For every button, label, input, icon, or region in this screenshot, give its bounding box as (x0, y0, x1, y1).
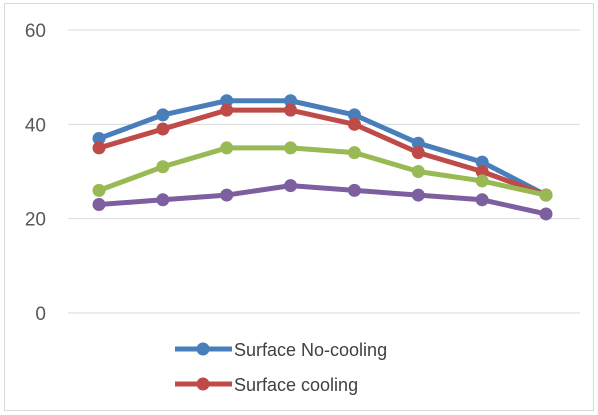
legend-label-1: Surface No-cooling (234, 340, 387, 360)
y-tick-label-0: 0 (35, 304, 46, 325)
series-2-point-5 (347, 117, 361, 131)
series-1-line (96, 98, 549, 198)
series-4-point-1 (92, 198, 106, 212)
legend-swatch-marker-1 (196, 342, 210, 356)
series-1-point-6 (411, 136, 425, 150)
series-1-point-7 (475, 155, 489, 169)
series-3-point-6 (411, 165, 425, 178)
series-4-point-5 (347, 183, 361, 197)
legend-swatch-marker-2 (196, 377, 210, 391)
series-3-point-4 (284, 141, 298, 155)
series-1-point-4 (284, 94, 298, 108)
y-tick-label-60: 60 (25, 21, 46, 42)
series-4-point-7 (475, 193, 489, 207)
legend-label-2: Surface cooling (234, 375, 358, 395)
series-3-point-8 (539, 188, 553, 202)
series-4-point-3 (220, 188, 234, 202)
series-2-point-6 (411, 146, 425, 160)
series-3-point-1 (92, 183, 106, 197)
y-tick-label-20: 20 (25, 210, 46, 231)
series-1-point-5 (347, 108, 361, 122)
series-group (92, 94, 553, 221)
series-4-point-4 (284, 179, 298, 193)
series-2-point-3 (220, 103, 234, 117)
legend-item-2: Surface cooling (175, 375, 358, 395)
legend: Surface No-cooling Surface cooling (175, 340, 387, 395)
gridlines (68, 29, 580, 314)
series-3 (92, 141, 553, 202)
series-2-point-1 (92, 141, 106, 155)
series-2-point-4 (284, 103, 298, 117)
series-2-point-2 (156, 122, 170, 136)
series-2-line (96, 107, 549, 198)
series-4-point-8 (539, 207, 553, 221)
series-3-point-2 (156, 160, 170, 174)
series-4-point-2 (156, 193, 170, 207)
series-4-point-6 (411, 188, 425, 202)
series-3-point-7 (475, 174, 489, 188)
series-3-point-5 (347, 146, 361, 160)
series-1-point-3 (220, 94, 234, 108)
legend-item-1: Surface No-cooling (175, 340, 387, 360)
series-2 (92, 103, 553, 202)
series-1-point-1 (92, 131, 106, 145)
series-3-line (96, 145, 549, 198)
series-2-point-7 (475, 165, 489, 178)
series-4 (92, 179, 553, 221)
y-axis-ticks: 0 20 40 60 (25, 21, 46, 325)
y-tick-label-40: 40 (25, 115, 46, 136)
series-4-line (96, 183, 549, 217)
series-3-point-3 (220, 141, 234, 155)
series-1-point-2 (156, 108, 170, 122)
